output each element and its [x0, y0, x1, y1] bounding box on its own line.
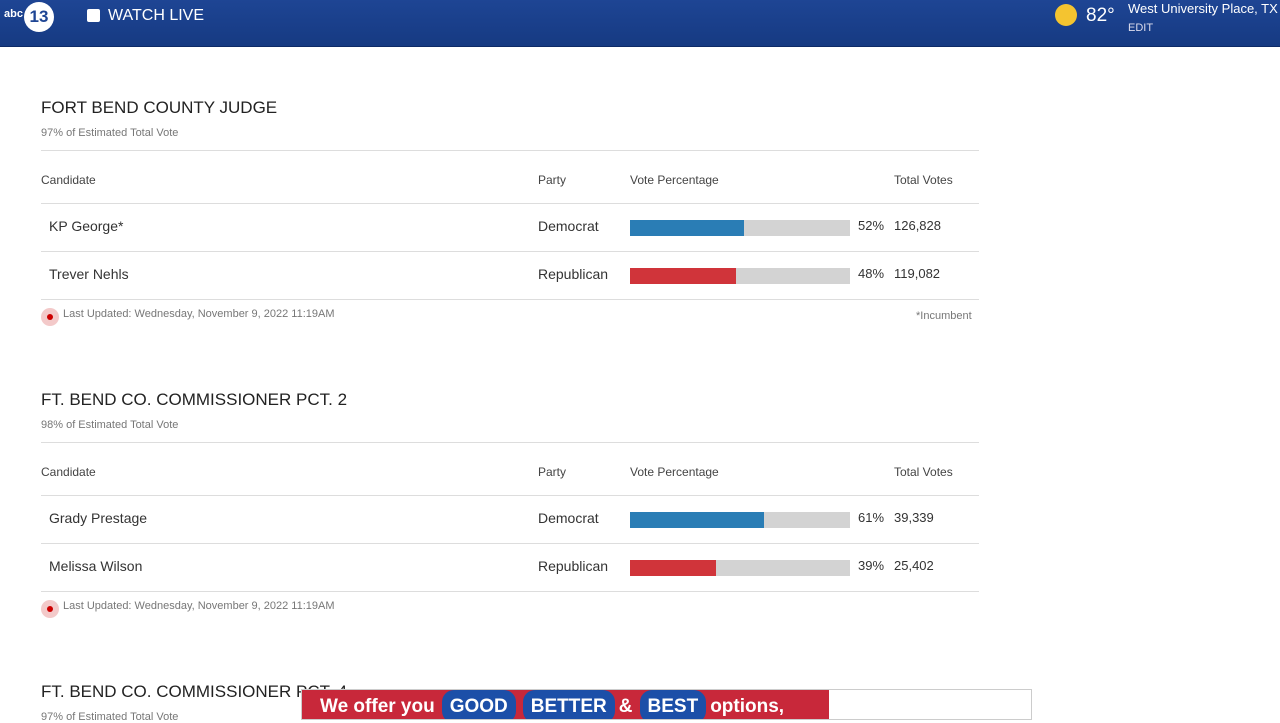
- divider: [41, 251, 979, 252]
- vote-bar: [630, 220, 745, 236]
- race-subtitle: 97% of Estimated Total Vote: [41, 127, 179, 139]
- vote-percent: 48%: [858, 266, 885, 281]
- candidate-name: Trever Nehls: [49, 266, 129, 282]
- divider: [41, 591, 979, 592]
- race-subtitle: 98% of Estimated Total Vote: [41, 419, 179, 431]
- last-updated: Last Updated: Wednesday, November 9, 202…: [63, 600, 335, 612]
- party: Democrat: [538, 218, 599, 234]
- column-header: Party: [538, 173, 567, 187]
- divider: [41, 543, 979, 544]
- logo-abc: abc: [4, 8, 23, 20]
- incumbent-note: *Incumbent: [916, 310, 972, 322]
- total-votes: 126,828: [894, 218, 941, 233]
- total-votes: 25,402: [894, 558, 934, 573]
- party: Republican: [538, 558, 609, 574]
- race-title: FT. BEND CO. COMMISSIONER PCT. 4: [41, 682, 348, 701]
- ad-text: &: [618, 696, 633, 717]
- temperature: 82°: [1086, 5, 1115, 26]
- ad-text: We offer you: [320, 696, 435, 717]
- divider: [41, 150, 979, 151]
- ad-text: options,: [710, 696, 785, 717]
- race-subtitle: 97% of Estimated Total Vote: [41, 711, 179, 723]
- ad-text: GOOD: [441, 690, 516, 719]
- divider: [41, 495, 979, 496]
- candidate-name: Grady Prestage: [49, 510, 148, 526]
- total-votes: 119,082: [894, 266, 941, 281]
- divider: [41, 299, 979, 300]
- advertisement[interactable]: We offer you GOOD BETTER & BEST options,: [301, 689, 1032, 720]
- vote-bar: [630, 512, 765, 528]
- live-dot-core: [47, 314, 53, 320]
- vote-bar: [630, 560, 716, 576]
- race-title: FORT BEND COUNTY JUDGE: [41, 98, 278, 117]
- logo-number: 13: [24, 2, 54, 32]
- vote-bar: [630, 268, 736, 284]
- divider: [41, 442, 979, 443]
- vote-percent: 61%: [858, 510, 885, 525]
- vote-percent: 52%: [858, 218, 885, 233]
- divider: [41, 203, 979, 204]
- candidate-name: Melissa Wilson: [49, 558, 143, 574]
- race-title: FT. BEND CO. COMMISSIONER PCT. 2: [41, 390, 348, 409]
- column-header: Total Votes: [894, 173, 953, 187]
- live-dot-core: [47, 606, 53, 612]
- column-header: Vote Percentage: [630, 173, 719, 187]
- column-header: Candidate: [41, 465, 96, 479]
- column-header: Vote Percentage: [630, 465, 719, 479]
- edit-location[interactable]: EDIT: [1128, 22, 1154, 34]
- play-icon: [87, 9, 100, 22]
- logo[interactable]: abc 13: [4, 2, 56, 32]
- vote-percent: 39%: [858, 558, 885, 573]
- ad-text: BEST: [639, 690, 707, 719]
- column-header: Party: [538, 465, 567, 479]
- party: Republican: [538, 266, 609, 282]
- location: West University Place, TX: [1128, 1, 1278, 16]
- candidate-name: KP George*: [49, 218, 124, 234]
- last-updated: Last Updated: Wednesday, November 9, 202…: [63, 308, 335, 320]
- top-bar: abc 13 WATCH LIVE 82° West University Pl…: [0, 0, 1280, 47]
- ad-text: BETTER: [522, 690, 615, 719]
- ad-banner: We offer you GOOD BETTER & BEST options,: [302, 690, 829, 719]
- column-header: Total Votes: [894, 465, 953, 479]
- party: Democrat: [538, 510, 599, 526]
- watch-live[interactable]: WATCH LIVE: [108, 7, 205, 24]
- column-header: Candidate: [41, 173, 96, 187]
- total-votes: 39,339: [894, 510, 934, 525]
- weather-icon: [1055, 4, 1077, 26]
